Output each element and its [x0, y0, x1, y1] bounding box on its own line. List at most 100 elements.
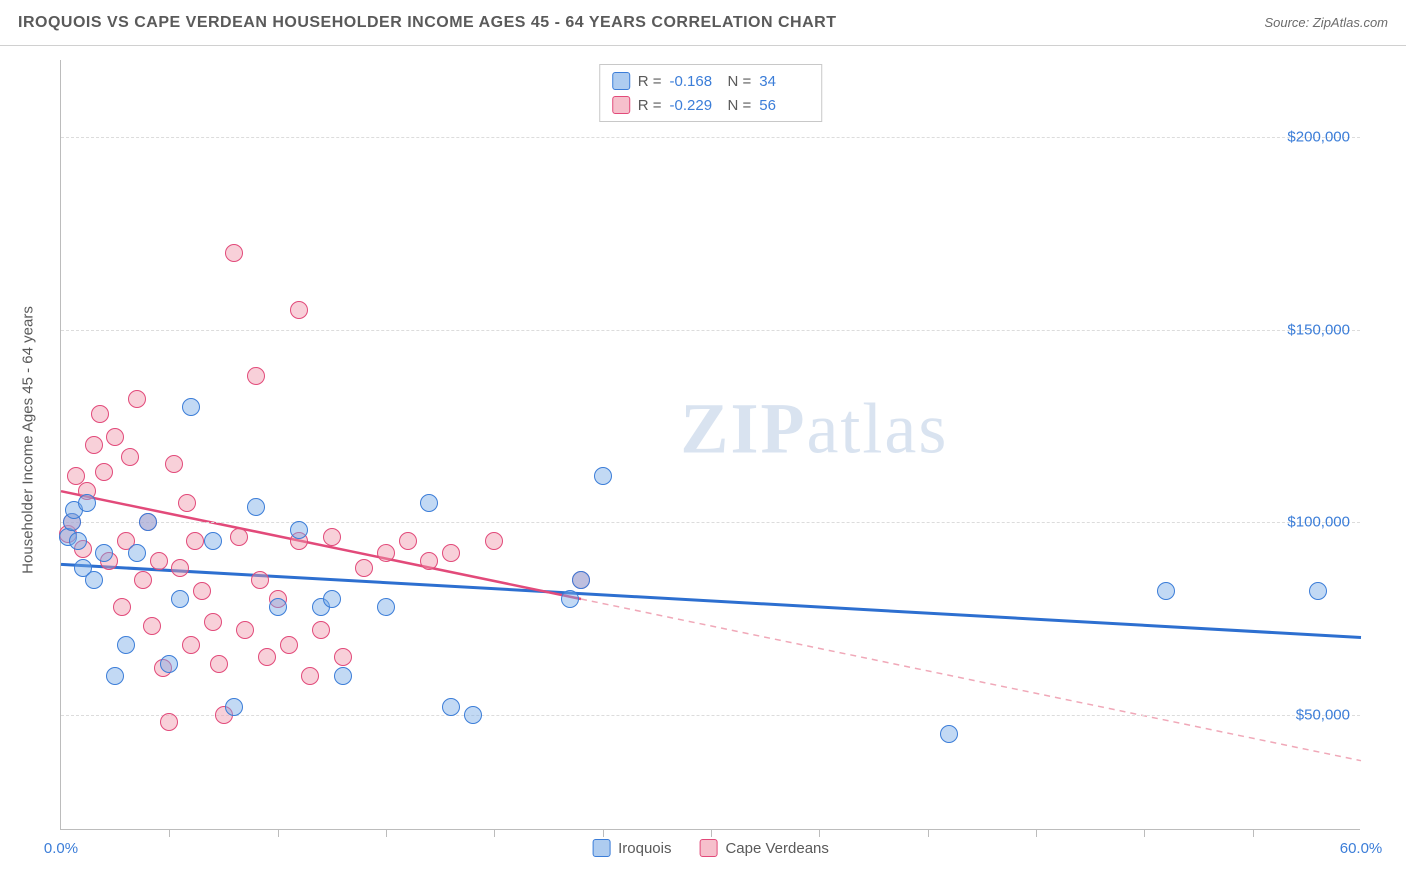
legend-swatch-blue-icon [592, 839, 610, 857]
scatter-marker [106, 667, 124, 685]
scatter-marker [572, 571, 590, 589]
y-axis-label: Householder Income Ages 45 - 64 years [20, 306, 37, 574]
plot-area: ZIPatlas R = -0.168 N = 34 R = -0.229 N … [60, 60, 1360, 830]
scatter-marker [210, 655, 228, 673]
scatter-marker [113, 598, 131, 616]
scatter-marker [312, 621, 330, 639]
scatter-marker [95, 463, 113, 481]
scatter-marker [182, 398, 200, 416]
stat-R-value-2: -0.229 [670, 97, 720, 114]
scatter-marker [236, 621, 254, 639]
scatter-marker [301, 667, 319, 685]
swatch-blue-icon [612, 72, 630, 90]
scatter-marker [442, 698, 460, 716]
scatter-marker [128, 390, 146, 408]
stat-R-value-1: -0.168 [670, 73, 720, 90]
x-tick-label: 0.0% [44, 840, 78, 857]
stats-row-iroquois: R = -0.168 N = 34 [612, 69, 810, 93]
scatter-marker [225, 698, 243, 716]
scatter-marker [230, 528, 248, 546]
scatter-marker [420, 552, 438, 570]
x-tick [603, 829, 604, 837]
y-tick-label: $150,000 [1287, 321, 1350, 338]
scatter-marker [251, 571, 269, 589]
scatter-marker [186, 532, 204, 550]
scatter-marker [290, 301, 308, 319]
x-tick [1144, 829, 1145, 837]
scatter-marker [150, 552, 168, 570]
gridline-h [61, 330, 1360, 331]
scatter-marker [464, 706, 482, 724]
scatter-marker [128, 544, 146, 562]
scatter-marker [171, 590, 189, 608]
scatter-marker [323, 528, 341, 546]
scatter-marker [485, 532, 503, 550]
x-tick [819, 829, 820, 837]
x-tick [386, 829, 387, 837]
gridline-h [61, 522, 1360, 523]
scatter-marker [269, 598, 287, 616]
stats-box: R = -0.168 N = 34 R = -0.229 N = 56 [599, 64, 823, 122]
scatter-marker [139, 513, 157, 531]
legend: Iroquois Cape Verdeans [592, 839, 829, 857]
scatter-marker [178, 494, 196, 512]
scatter-marker [280, 636, 298, 654]
trend-line-extrapolated [581, 599, 1361, 761]
scatter-marker [225, 244, 243, 262]
scatter-marker [69, 532, 87, 550]
scatter-marker [143, 617, 161, 635]
scatter-marker [193, 582, 211, 600]
scatter-marker [290, 521, 308, 539]
scatter-marker [85, 436, 103, 454]
scatter-marker [420, 494, 438, 512]
x-tick [494, 829, 495, 837]
legend-item-capeverdeans: Cape Verdeans [699, 839, 828, 857]
x-tick [278, 829, 279, 837]
scatter-marker [95, 544, 113, 562]
legend-swatch-pink-icon [699, 839, 717, 857]
title-bar: IROQUOIS VS CAPE VERDEAN HOUSEHOLDER INC… [0, 0, 1406, 46]
scatter-marker [106, 428, 124, 446]
gridline-h [61, 137, 1360, 138]
x-tick [928, 829, 929, 837]
stat-N-label: N = [728, 73, 752, 90]
scatter-marker [165, 455, 183, 473]
scatter-marker [121, 448, 139, 466]
scatter-marker [78, 494, 96, 512]
source-label: Source: ZipAtlas.com [1264, 15, 1388, 30]
x-tick [711, 829, 712, 837]
stat-N-label-2: N = [728, 97, 752, 114]
scatter-marker [377, 544, 395, 562]
scatter-marker [247, 367, 265, 385]
scatter-marker [85, 571, 103, 589]
scatter-marker [204, 613, 222, 631]
scatter-marker [247, 498, 265, 516]
legend-item-iroquois: Iroquois [592, 839, 671, 857]
stat-N-value-1: 34 [759, 73, 809, 90]
scatter-marker [204, 532, 222, 550]
scatter-marker [258, 648, 276, 666]
stats-row-capeverdean: R = -0.229 N = 56 [612, 93, 810, 117]
scatter-marker [377, 598, 395, 616]
y-tick-label: $50,000 [1296, 706, 1350, 723]
y-tick-label: $200,000 [1287, 129, 1350, 146]
y-tick-label: $100,000 [1287, 514, 1350, 531]
legend-label-2: Cape Verdeans [725, 840, 828, 857]
scatter-marker [940, 725, 958, 743]
stat-N-value-2: 56 [759, 97, 809, 114]
scatter-marker [91, 405, 109, 423]
x-tick [1253, 829, 1254, 837]
x-tick [169, 829, 170, 837]
scatter-marker [334, 667, 352, 685]
scatter-marker [442, 544, 460, 562]
scatter-marker [171, 559, 189, 577]
stat-R-label-2: R = [638, 97, 662, 114]
scatter-marker [561, 590, 579, 608]
scatter-marker [1157, 582, 1175, 600]
scatter-marker [323, 590, 341, 608]
scatter-marker [355, 559, 373, 577]
gridline-h [61, 715, 1360, 716]
scatter-marker [1309, 582, 1327, 600]
scatter-marker [334, 648, 352, 666]
legend-label-1: Iroquois [618, 840, 671, 857]
